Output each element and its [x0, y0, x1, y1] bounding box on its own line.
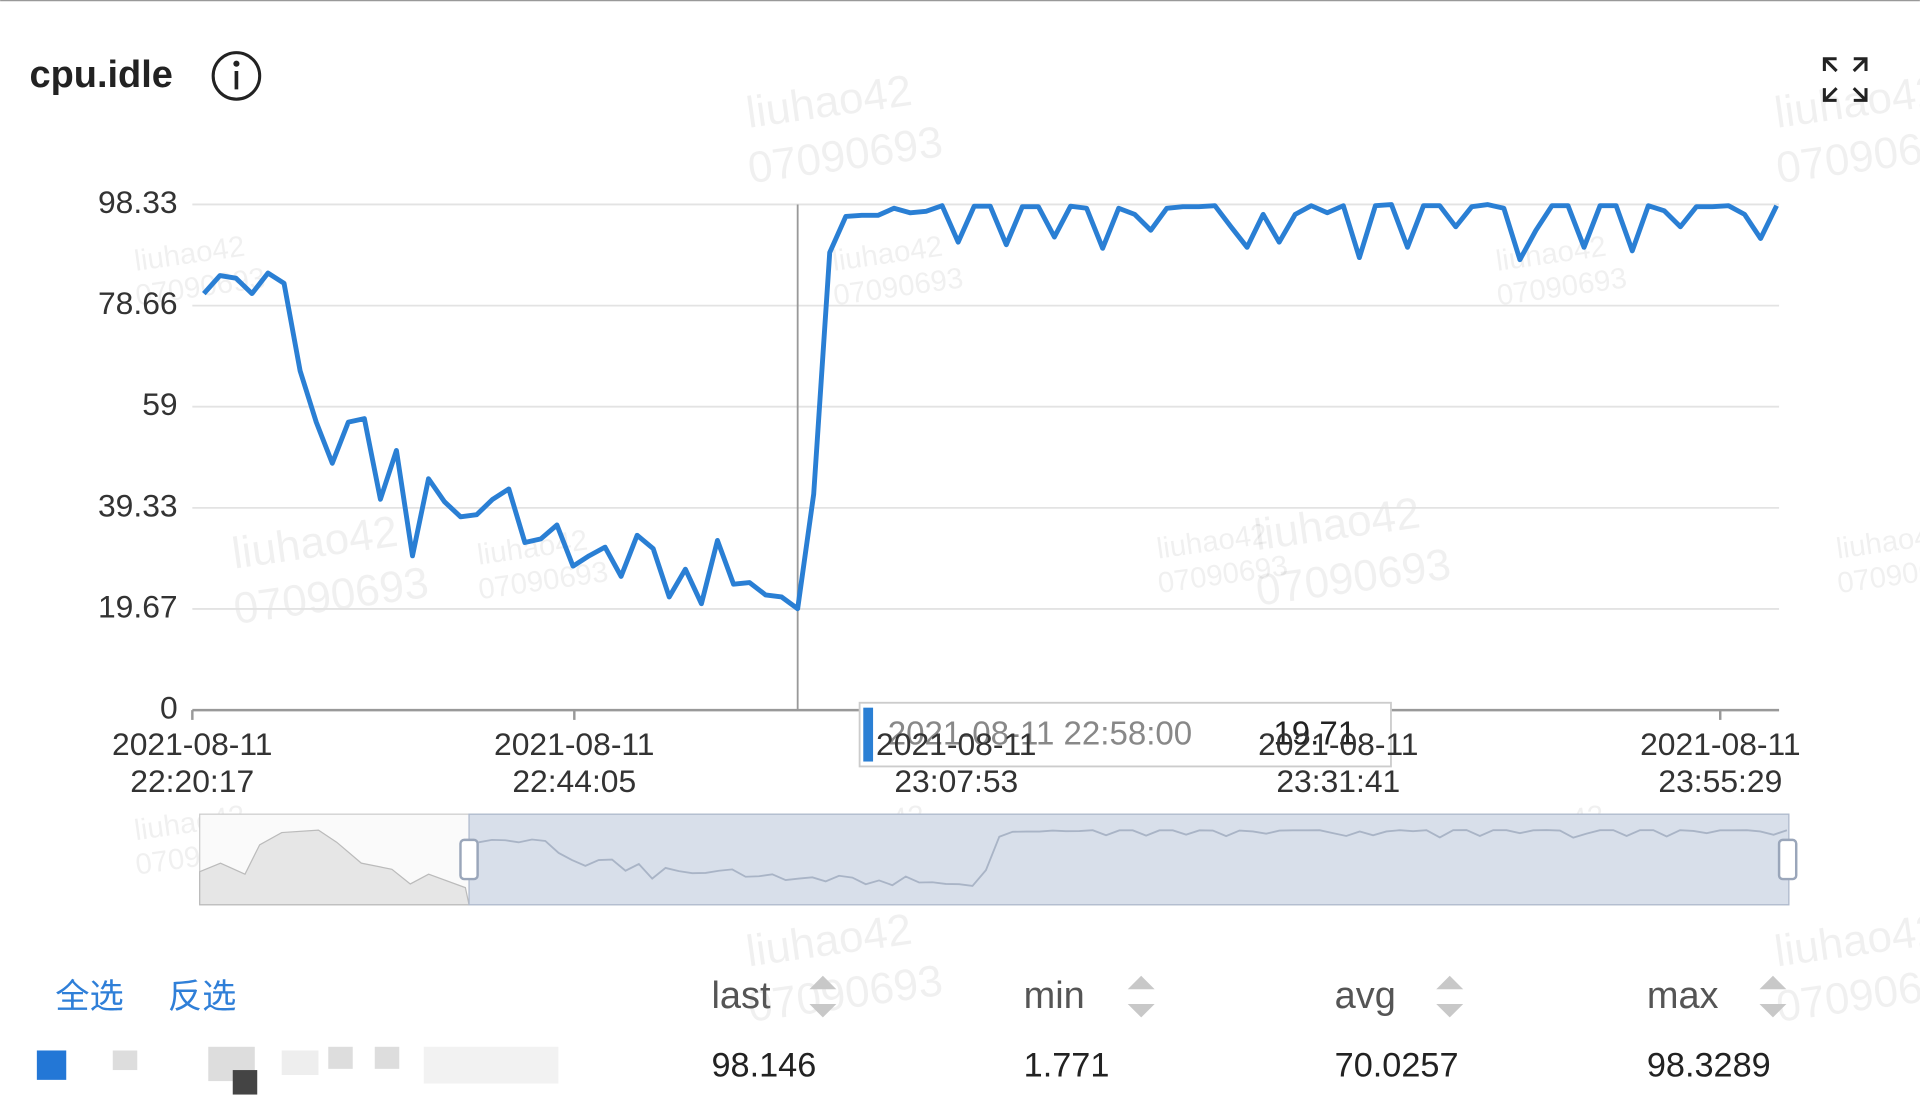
mini-line — [478, 829, 1788, 887]
column-header[interactable]: min — [1024, 975, 1085, 1017]
blurred-series-name — [112, 1046, 559, 1095]
series-swatch[interactable] — [36, 1050, 67, 1080]
tooltip-value: 19.71 — [1273, 716, 1356, 753]
y-tick-label: 78.66 — [98, 285, 178, 321]
data-zoom[interactable] — [199, 813, 1798, 906]
column-header[interactable]: last — [711, 975, 770, 1017]
x-tick-label: 2021-08-11 23:07:53 — [876, 726, 1037, 799]
plot-area: 0 19.67 39.33 59 78.66 98.33 — [98, 184, 1780, 726]
panel-title: cpu.idle — [30, 54, 173, 96]
y-tick-label: 59 — [142, 386, 177, 422]
invert-select[interactable]: 反选 — [168, 978, 237, 1016]
zoom-handle[interactable] — [459, 838, 479, 881]
column-header[interactable]: avg — [1335, 975, 1396, 1017]
zoom-handle[interactable] — [1777, 838, 1798, 881]
tooltip: 2021-08-11 22:58:00 19.71 — [858, 701, 1392, 768]
tooltip-time: 2021-08-11 22:58:00 — [888, 716, 1192, 753]
y-tick-label: 98.33 — [98, 184, 178, 220]
x-tick-label: 2021-08-11 22:20:17 — [112, 726, 273, 799]
legend-table: 全选 反选 last 98.146 min 1.771 avg 70.0257 max 98.… — [36, 975, 1787, 1095]
x-tick-label: 2021-08-11 23:55:29 — [1640, 726, 1801, 799]
stat-value: 70.0257 — [1335, 1047, 1459, 1085]
sort-icon — [1127, 975, 1155, 1018]
sort-icon — [1759, 975, 1787, 1018]
fullscreen-icon[interactable] — [1822, 57, 1868, 102]
info-icon[interactable] — [211, 51, 262, 101]
x-tick-label: 2021-08-11 22:44:05 — [494, 726, 655, 799]
column-header[interactable]: max — [1647, 975, 1719, 1017]
stat-value: 98.3289 — [1647, 1047, 1771, 1085]
mini-chart — [478, 829, 1788, 887]
stat-value: 1.771 — [1024, 1047, 1110, 1085]
sort-icon — [809, 975, 837, 1018]
x-tick-label: 2021-08-11 23:31:41 — [1258, 726, 1419, 799]
y-tick-label: 0 — [160, 690, 178, 726]
select-all[interactable]: 全选 — [55, 978, 124, 1016]
y-tick-label: 39.33 — [98, 487, 178, 523]
stat-value: 98.146 — [711, 1047, 816, 1085]
series-line — [202, 202, 1779, 612]
sort-icon — [1436, 975, 1464, 1018]
y-tick-label: 19.67 — [98, 588, 178, 624]
